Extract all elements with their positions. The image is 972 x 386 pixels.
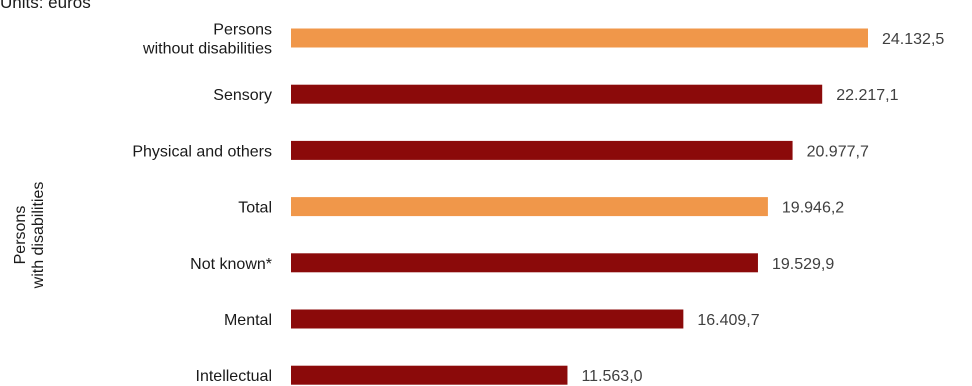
category-label: Mental bbox=[224, 312, 272, 329]
value-label: 16.409,7 bbox=[697, 312, 759, 329]
value-label: 19.946,2 bbox=[782, 200, 844, 217]
bar bbox=[291, 365, 568, 385]
bar bbox=[291, 309, 684, 329]
value-label: 24.132,5 bbox=[882, 31, 944, 48]
value-label: 11.563,0 bbox=[581, 368, 642, 385]
units-label: Units: euros bbox=[0, 0, 91, 12]
category-label: Sensory bbox=[213, 87, 272, 104]
category-label: Intellectual bbox=[196, 368, 273, 385]
category-label: Persons bbox=[213, 22, 272, 39]
bar bbox=[291, 253, 758, 273]
value-label: 19.529,9 bbox=[772, 256, 834, 273]
bar bbox=[291, 84, 823, 104]
category-label: without disabilities bbox=[142, 41, 272, 58]
category-label: Not known* bbox=[190, 256, 272, 273]
bar bbox=[291, 28, 868, 48]
bar bbox=[291, 197, 768, 217]
category-label: Total bbox=[238, 200, 272, 217]
bar bbox=[291, 140, 793, 160]
value-label: 20.977,7 bbox=[807, 143, 869, 160]
value-label: 22.217,1 bbox=[836, 87, 898, 104]
category-label: Physical and others bbox=[132, 143, 272, 160]
